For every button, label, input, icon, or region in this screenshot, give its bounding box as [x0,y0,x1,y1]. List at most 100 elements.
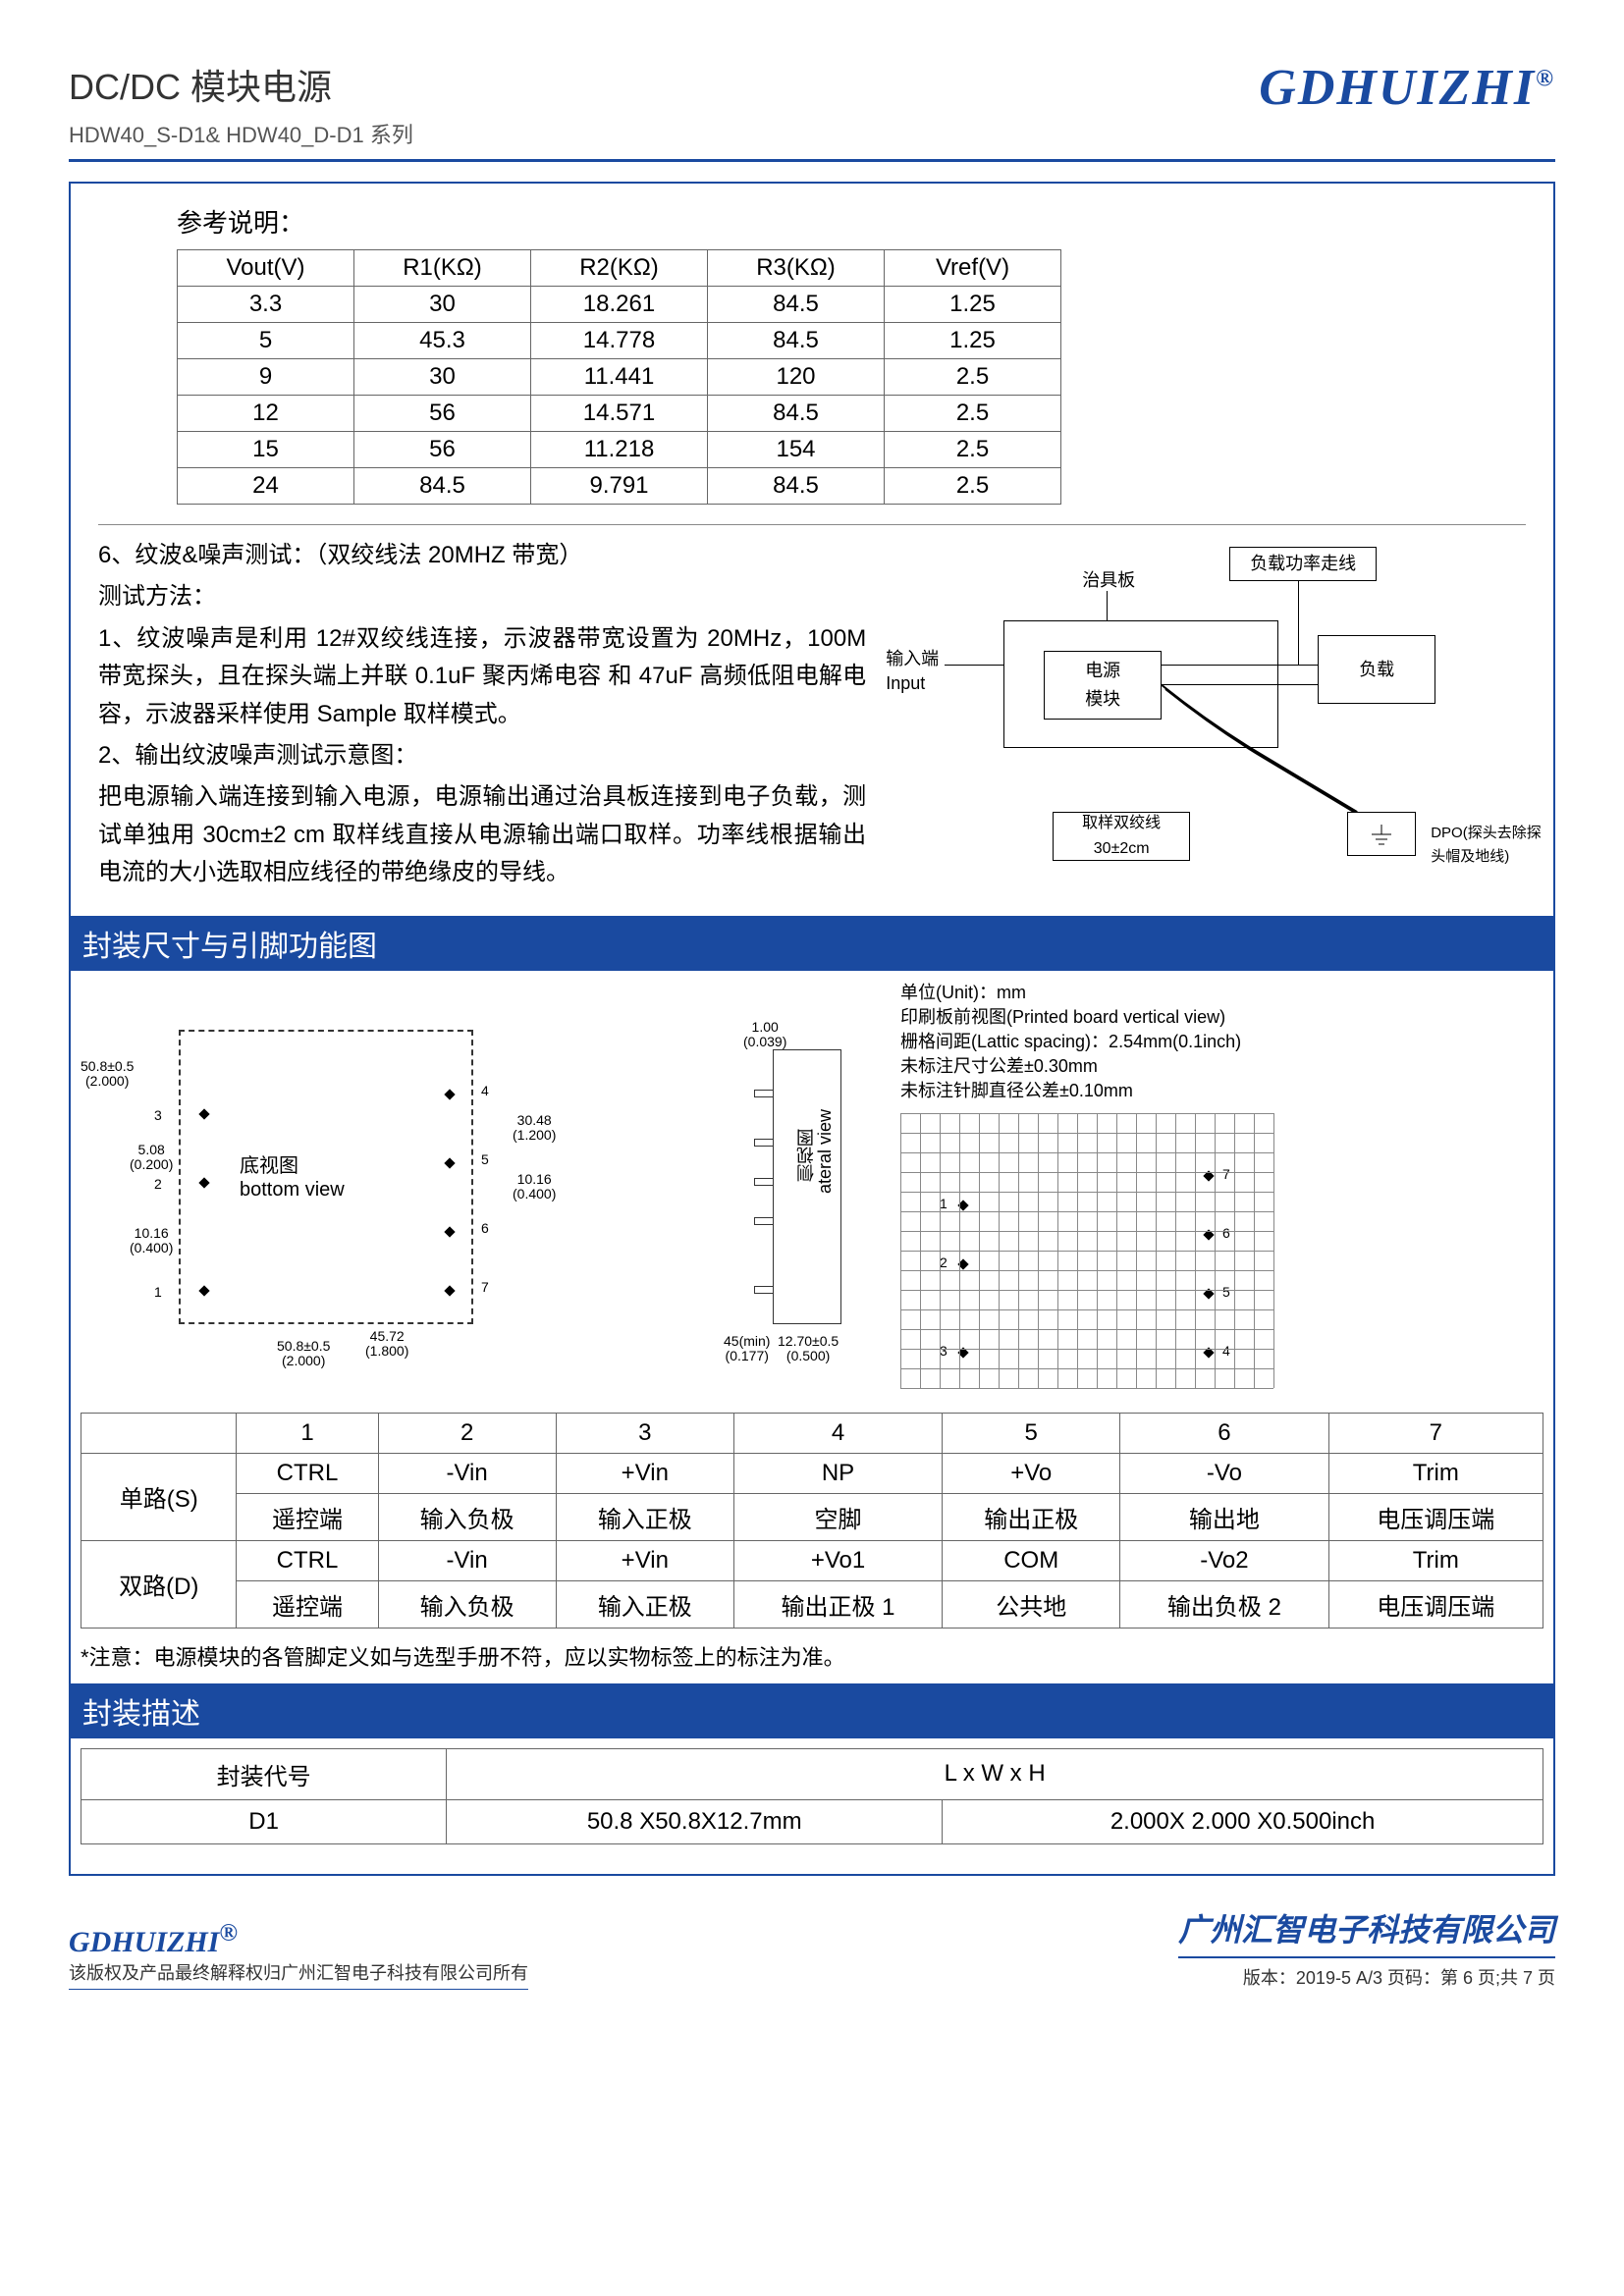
ref-cell: 11.218 [531,432,708,468]
power-module-box: 电源 模块 [1044,651,1162,720]
pin-cell: 输出正极 [943,1493,1120,1540]
ref-col: R2(KΩ) [531,250,708,287]
ref-cell: 30 [354,359,531,396]
note-pcb: 印刷板前视图(Printed board vertical view) [900,1005,1543,1030]
logo: GDHUIZHI® [1259,59,1555,117]
pin-cell: -Vin [378,1540,556,1580]
pin-cell: 空脚 [733,1493,942,1540]
pin-cell: -Vin [378,1453,556,1493]
pin-cell: +Vin [556,1453,733,1493]
test-diagram: 治具板 电源 模块 输入端 Input 负载 负载功率走线 [886,537,1526,896]
ref-cell: 84.5 [708,468,885,505]
pin-cell: 输入负极 [378,1493,556,1540]
ground-box [1347,812,1416,856]
ref-cell: 9.791 [531,468,708,505]
pin-cell: 输入负极 [378,1580,556,1628]
pkg-col2: L x W x H [447,1748,1543,1799]
pin-row-label: 单路(S) [81,1453,237,1540]
pin-header: 5 [943,1413,1120,1453]
pin-note: *注意：电源模块的各管脚定义如与选型手册不符，应以实物标签上的标注为准。 [81,1640,1543,1672]
ref-cell: 30 [354,287,531,323]
ref-cell: 2.5 [885,359,1061,396]
page-footer: GDHUIZHI® 该版权及产品最终解释权归广州汇智电子科技有限公司所有 广州汇… [69,1905,1555,1990]
footer-info: 版本：2019-5 A/3 页码：第 6 页;共 7 页 [1178,1956,1555,1990]
pin-cell: 电压调压端 [1328,1580,1543,1628]
ref-cell: 5 [178,323,354,359]
pin-header: 3 [556,1413,733,1453]
pin-cell: +Vin [556,1540,733,1580]
pin-cell: 输出负极 2 [1120,1580,1328,1628]
input-label-en: Input [886,669,925,698]
note-lattice: 栅格间距(Lattic spacing)：2.54mm(0.1inch) [900,1030,1543,1054]
logo-sup: ® [1536,67,1555,92]
test-method-label: 测试方法： [98,578,866,615]
ref-cell: 84.5 [708,287,885,323]
test-p1: 1、纹波噪声是利用 12#双绞线连接，示波器带宽设置为 20MHz，100M 带… [98,620,866,733]
ref-cell: 56 [354,432,531,468]
pin-cell: 输入正极 [556,1580,733,1628]
reference-table: Vout(V)R1(KΩ)R2(KΩ)R3(KΩ)Vref(V) 3.33018… [177,249,1061,505]
title-subtitle: HDW40_S-D1& HDW40_D-D1 系列 [69,118,413,149]
footer-logo: GDHUIZHI® [69,1920,528,1959]
ref-cell: 45.3 [354,323,531,359]
pkg-col1: 封装代号 [81,1748,447,1799]
note-tol-pin: 未标注针脚直径公差±0.10mm [900,1079,1543,1103]
ref-cell: 2.5 [885,396,1061,432]
pin-cell: 输出地 [1120,1493,1328,1540]
pin-cell: 电压调压端 [1328,1493,1543,1540]
pin-cell: 输入正极 [556,1493,733,1540]
pin-cell: 公共地 [943,1580,1120,1628]
ref-cell: 2.5 [885,468,1061,505]
ref-cell: 14.778 [531,323,708,359]
sample-wire-label: 取样双绞线 30±2cm [1053,812,1190,861]
test-p2-title: 2、输出纹波噪声测试示意图： [98,737,866,774]
ref-cell: 56 [354,396,531,432]
jig-label: 治具板 [1082,566,1135,595]
side-view-drawing: 1.00 (0.039) 侧视图 ateral view 45(min) (0.… [724,981,900,1393]
pin-header: 4 [733,1413,942,1453]
package-banner: 封装尺寸与引脚功能图 [71,916,1553,971]
bottom-view-label-cn: 底视图 [240,1149,298,1178]
pin-header: 1 [237,1413,378,1453]
title-main: DC/DC 模块电源 [69,59,413,110]
content-frame: 参考说明： Vout(V)R1(KΩ)R2(KΩ)R3(KΩ)Vref(V) 3… [69,182,1555,1876]
test-section: 6、纹波&噪声测试：（双绞线法 20MHZ 带宽） 测试方法： 1、纹波噪声是利… [98,537,1526,896]
pin-cell: Trim [1328,1453,1543,1493]
footer-company: 广州汇智电子科技有限公司 [1178,1905,1555,1950]
ref-cell: 11.441 [531,359,708,396]
header-rule [69,159,1555,162]
divider [98,524,1526,525]
pin-header: 6 [1120,1413,1328,1453]
pkg-code: D1 [81,1799,447,1843]
pkg-desc-banner: 封装描述 [71,1683,1553,1738]
pin-cell: NP [733,1453,942,1493]
ref-cell: 154 [708,432,885,468]
pin-header [81,1413,237,1453]
ref-cell: 1.25 [885,287,1061,323]
pin-header: 2 [378,1413,556,1453]
package-desc-table: 封装代号 L x W x H D1 50.8 X50.8X12.7mm 2.00… [81,1748,1543,1844]
note-unit: 单位(Unit)：mm [900,981,1543,1005]
pin-cell: 遥控端 [237,1580,378,1628]
pin-cell: Trim [1328,1540,1543,1580]
dpo-label: DPO(探头去除探 头帽及地线) [1431,822,1542,869]
side-view-label-en: ateral view [815,1109,836,1194]
ref-col: R1(KΩ) [354,250,531,287]
pin-cell: +Vo1 [733,1540,942,1580]
ref-col: Vref(V) [885,250,1061,287]
ref-col: R3(KΩ) [708,250,885,287]
ref-cell: 84.5 [354,468,531,505]
ref-cell: 1.25 [885,323,1061,359]
dimension-section: 50.8±0.5 (2.000) 底视图 bottom view 3 2 1 4… [71,971,1553,1403]
ref-cell: 12 [178,396,354,432]
ref-col: Vout(V) [178,250,354,287]
note-tol-dim: 未标注尺寸公差±0.30mm [900,1054,1543,1079]
pin-row-label: 双路(D) [81,1540,237,1628]
ref-cell: 18.261 [531,287,708,323]
page-header: DC/DC 模块电源 HDW40_S-D1& HDW40_D-D1 系列 GDH… [69,59,1555,149]
ref-cell: 120 [708,359,885,396]
pin-cell: CTRL [237,1453,378,1493]
ref-cell: 9 [178,359,354,396]
ref-cell: 3.3 [178,287,354,323]
pin-cell: -Vo [1120,1453,1328,1493]
